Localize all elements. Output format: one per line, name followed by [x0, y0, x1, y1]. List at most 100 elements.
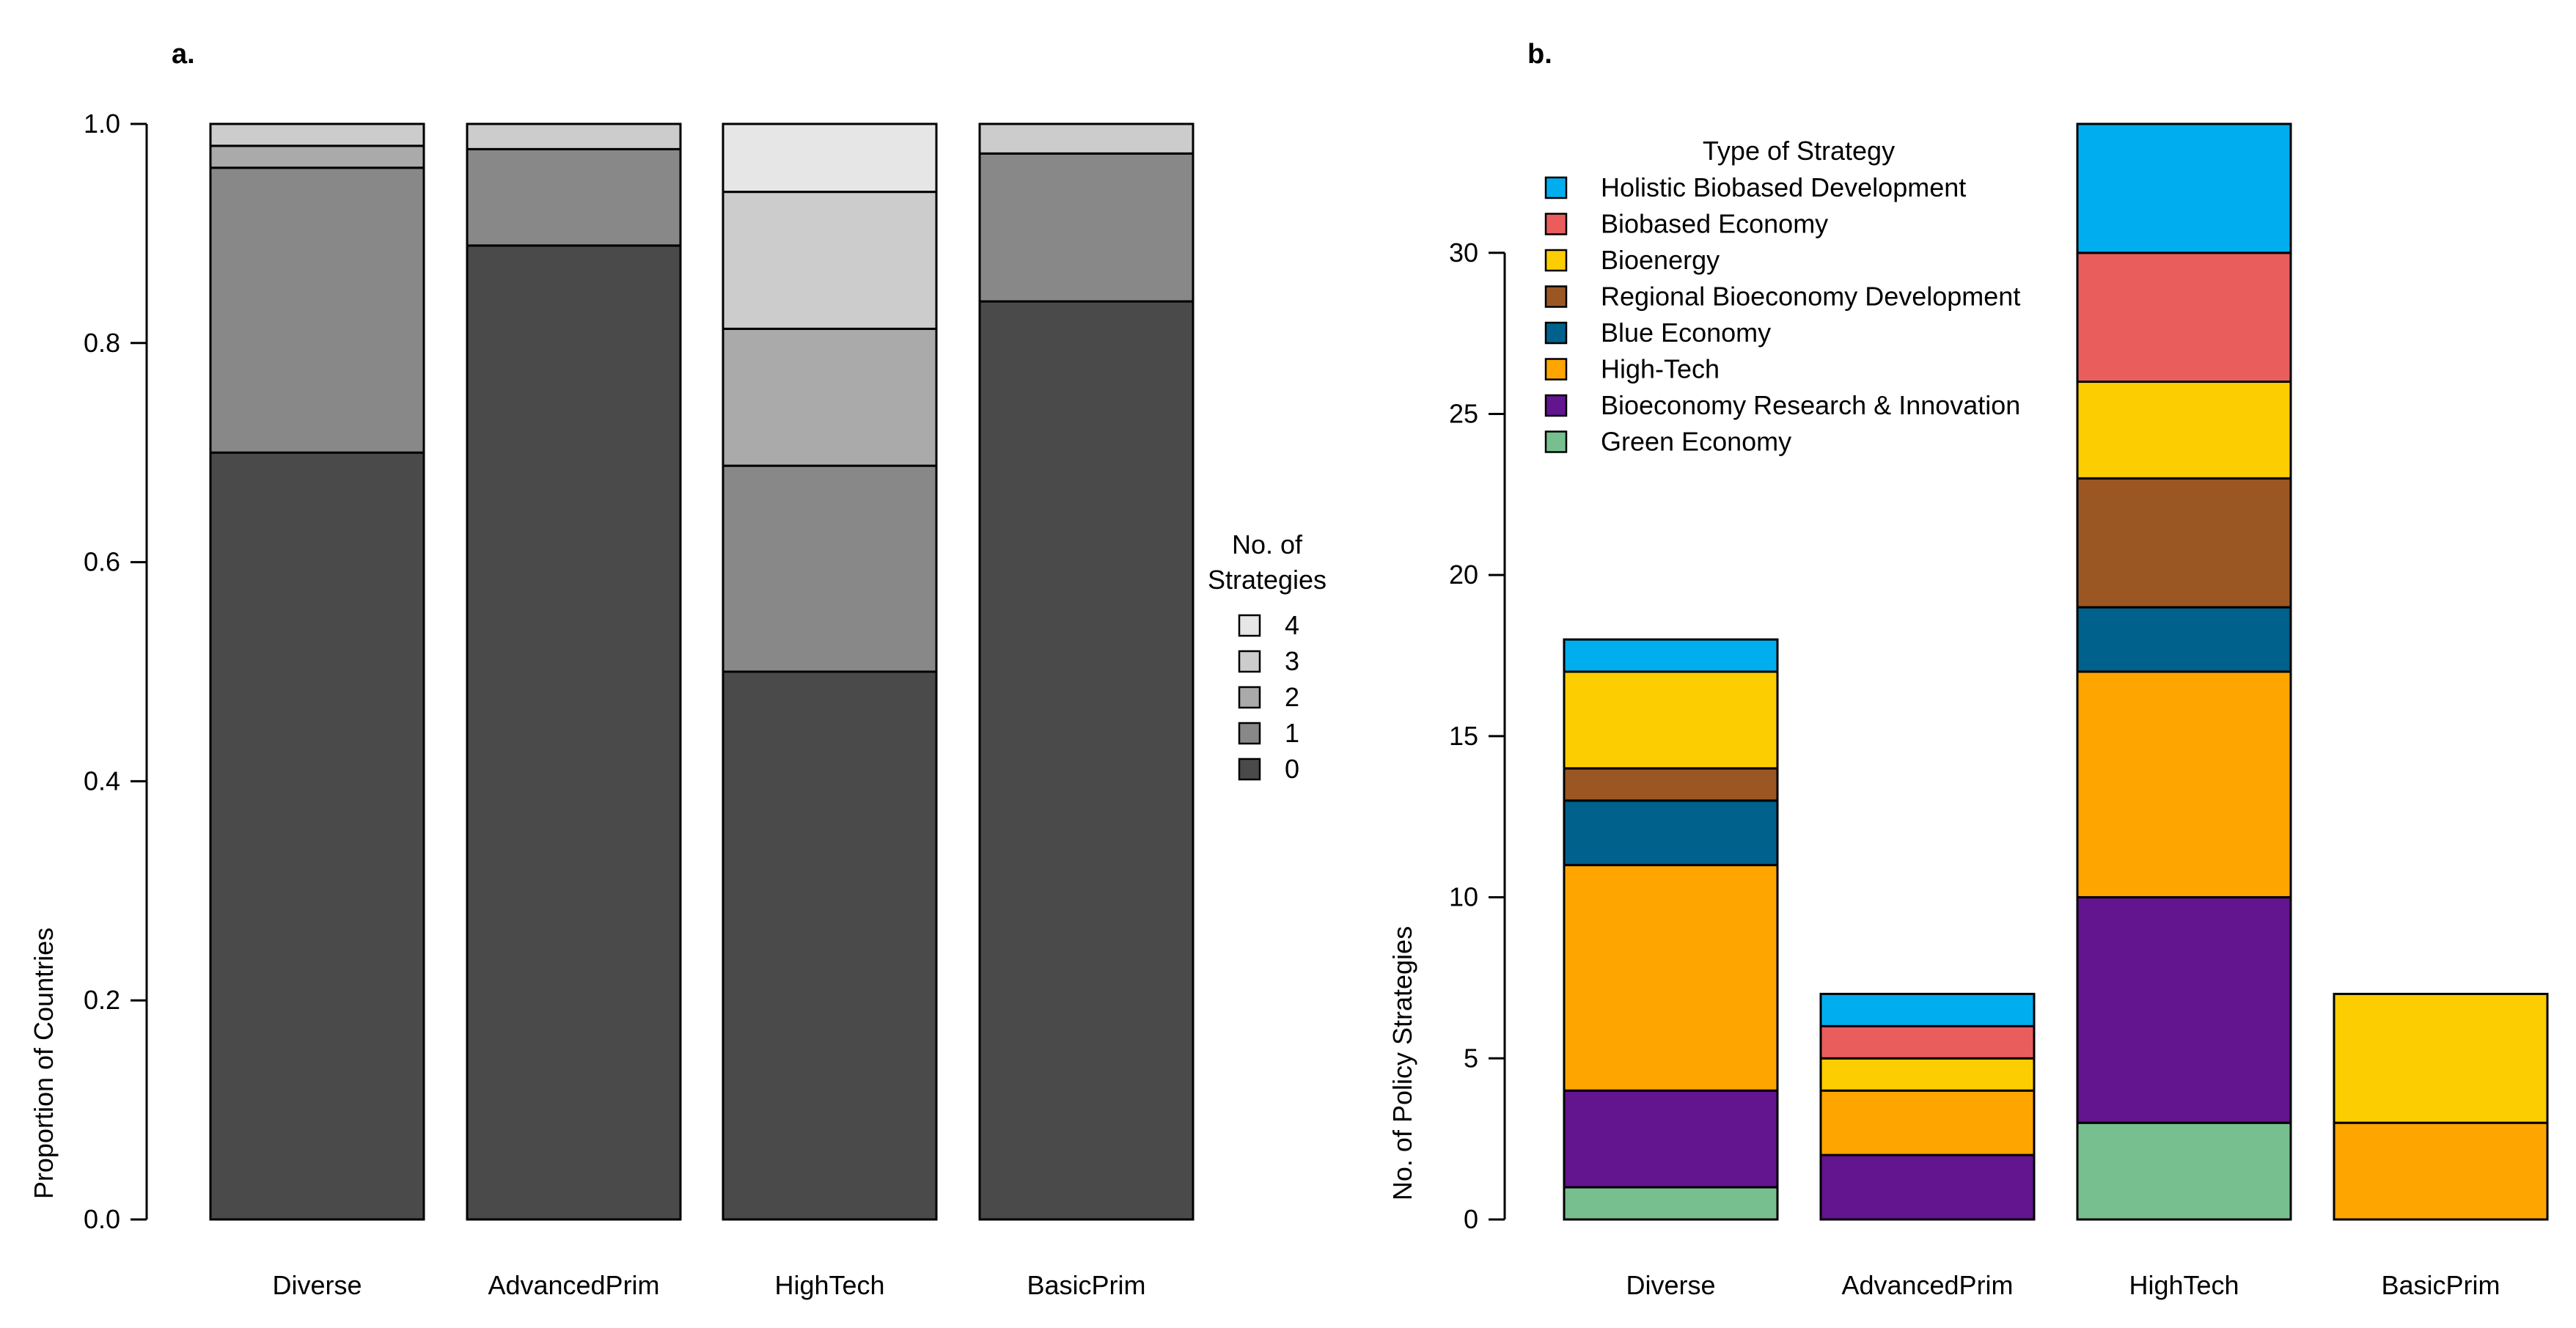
- y-tick-label: 0.2: [84, 985, 120, 1015]
- bar-segment-diverse-1: [209, 166, 425, 454]
- legend-swatch-regional-bioeconomy-development: [1544, 285, 1568, 308]
- bar-segment-basicprim-0: [978, 300, 1195, 1221]
- y-tick-label: 0.8: [84, 328, 120, 358]
- bar-segment-diverse-holistic-biobased-development: [1563, 638, 1779, 673]
- bar-segment-hightech-biobased-economy: [2076, 252, 2292, 384]
- y-tick-label: 20: [1449, 560, 1478, 590]
- y-tick-label: 15: [1449, 721, 1478, 751]
- legend-label-holistic-biobased-development: Holistic Biobased Development: [1601, 172, 1966, 202]
- x-tick-label-basicprim: BasicPrim: [1027, 1270, 1145, 1300]
- legend-label-blue-economy: Blue Economy: [1601, 318, 1771, 348]
- bar-segment-diverse-2: [209, 144, 425, 169]
- bar-segment-hightech-blue-economy: [2076, 606, 2292, 673]
- panel-a-chart: 0.0 0.2 0.4 0.6 0.8 1.0 Diverse AdvancedPrim Hi…: [29, 109, 1326, 1300]
- legend-label-bioenergy: Bioenergy: [1601, 245, 1720, 275]
- bar-segment-diverse-bioeconomy-research-innovation: [1563, 1089, 1779, 1189]
- legend-swatch-high-tech: [1544, 358, 1568, 381]
- bar-segment-diverse-blue-economy: [1563, 799, 1779, 867]
- x-tick-label-diverse: Diverse: [272, 1270, 362, 1300]
- panel-a-legend-title-line2: Strategies: [1208, 565, 1326, 595]
- x-tick-label-basicprim: BasicPrim: [2381, 1270, 2500, 1300]
- panel-b-legend-title: Type of Strategy: [1703, 136, 1895, 166]
- bar-segment-hightech-bioenergy: [2076, 381, 2292, 480]
- bar-segment-hightech-high-tech: [2076, 670, 2292, 899]
- panel-b-chart: 0 5 10 15 20 25 30 Diverse AdvancedPrim HighTech…: [1387, 122, 2549, 1300]
- legend-label-biobased-economy: Biobased Economy: [1601, 209, 1828, 239]
- bar-segment-basicprim-high-tech: [2333, 1121, 2549, 1221]
- panel-a-legend: No. of Strategies 4 3 2 1 0: [1208, 529, 1326, 784]
- x-tick-label-hightech: HighTech: [2129, 1270, 2239, 1300]
- bar-segment-advancedprim-high-tech: [1819, 1089, 2036, 1156]
- y-tick-label: 1.0: [84, 109, 120, 139]
- bar-segment-advancedprim-bioenergy: [1819, 1057, 2036, 1092]
- legend-swatch-1: [1238, 722, 1261, 745]
- panel-b-label: b.: [1527, 39, 1552, 70]
- bar-segment-hightech-regional-bioeconomy-development: [2076, 477, 2292, 609]
- panel-b-y-axis-title: No. of Policy Strategies: [1387, 926, 1417, 1200]
- panel-b-bars: [1563, 122, 2549, 1221]
- bar-segment-diverse-3: [209, 122, 425, 147]
- legend-label-bioeconomy-research-innovation: Bioeconomy Research & Innovation: [1601, 390, 2020, 420]
- legend-label-0: 0: [1285, 754, 1299, 784]
- bar-segment-advancedprim-3: [466, 122, 682, 150]
- bar-segment-hightech-3: [722, 191, 938, 330]
- bar-segment-advancedprim-holistic-biobased-development: [1819, 992, 2036, 1027]
- y-tick-label: 25: [1449, 398, 1478, 428]
- panel-a-y-axis-title: Proportion of Countries: [29, 928, 59, 1199]
- legend-swatch-holistic-biobased-development: [1544, 176, 1568, 199]
- bar-segment-hightech-4: [722, 122, 938, 194]
- legend-swatch-4: [1238, 614, 1261, 637]
- bar-segment-hightech-1: [722, 464, 938, 673]
- y-tick-label: 0.4: [84, 766, 120, 796]
- panel-b-y-axis: 0 5 10 15 20 25 30: [1449, 238, 1506, 1234]
- x-tick-label-advancedprim: AdvancedPrim: [1841, 1270, 2013, 1300]
- y-tick-label: 5: [1464, 1043, 1478, 1073]
- legend-label-4: 4: [1285, 610, 1299, 640]
- y-tick-label: 30: [1449, 238, 1478, 268]
- y-tick-label: 0: [1464, 1204, 1478, 1234]
- legend-label-green-economy: Green Economy: [1601, 427, 1791, 457]
- panel-a-label: a.: [172, 39, 195, 70]
- legend-swatch-green-economy: [1544, 430, 1568, 453]
- legend-swatch-blue-economy: [1544, 321, 1568, 345]
- legend-label-2: 2: [1285, 682, 1299, 712]
- legend-label-1: 1: [1285, 718, 1299, 748]
- x-tick-label-advancedprim: AdvancedPrim: [488, 1270, 659, 1300]
- legend-swatch-bioeconomy-research-innovation: [1544, 394, 1568, 417]
- legend-label-3: 3: [1285, 646, 1299, 676]
- legend-swatch-0: [1238, 757, 1261, 781]
- panel-b-legend: Type of Strategy Holistic Biobased Devel…: [1544, 136, 2020, 457]
- legend-swatch-bioenergy: [1544, 249, 1568, 272]
- legend-swatch-biobased-economy: [1544, 213, 1568, 235]
- bar-segment-advancedprim-1: [466, 147, 682, 247]
- bar-segment-diverse-bioenergy: [1563, 670, 1779, 770]
- bar-segment-advancedprim-biobased-economy: [1819, 1024, 2036, 1060]
- bar-segment-basicprim-bioenergy: [2333, 992, 2549, 1124]
- panel-a-y-axis: 0.0 0.2 0.4 0.6 0.8 1.0: [84, 109, 148, 1234]
- bar-segment-diverse-high-tech: [1563, 864, 1779, 1092]
- y-tick-label: 0.6: [84, 547, 120, 577]
- x-tick-label-diverse: Diverse: [1626, 1270, 1715, 1300]
- bar-segment-diverse-green-economy: [1563, 1186, 1779, 1221]
- y-tick-label: 0.0: [84, 1204, 120, 1234]
- y-tick-label: 10: [1449, 882, 1478, 912]
- legend-swatch-3: [1238, 650, 1261, 673]
- bar-segment-diverse-regional-bioeconomy-development: [1563, 767, 1779, 802]
- bar-segment-basicprim-3: [978, 122, 1195, 155]
- panel-a-bars: [209, 122, 1195, 1221]
- legend-label-high-tech: High-Tech: [1601, 354, 1720, 384]
- bar-segment-hightech-bioeconomy-research-innovation: [2076, 896, 2292, 1124]
- bar-segment-basicprim-1: [978, 152, 1195, 303]
- panel-a-x-tick-labels: Diverse AdvancedPrim HighTech BasicPrim: [272, 1270, 1145, 1300]
- bar-segment-hightech-0: [722, 670, 938, 1221]
- legend-label-regional-bioeconomy-development: Regional Bioeconomy Development: [1601, 282, 2020, 312]
- bar-segment-advancedprim-0: [466, 244, 682, 1221]
- bar-segment-hightech-holistic-biobased-development: [2076, 122, 2292, 254]
- bar-segment-hightech-green-economy: [2076, 1121, 2292, 1221]
- bar-segment-hightech-2: [722, 327, 938, 467]
- legend-swatch-2: [1238, 686, 1261, 709]
- panel-b-x-tick-labels: Diverse AdvancedPrim HighTech BasicPrim: [1626, 1270, 2500, 1300]
- bar-segment-advancedprim-bioeconomy-research-innovation: [1819, 1153, 2036, 1221]
- panel-a-legend-title-line1: No. of: [1232, 529, 1303, 560]
